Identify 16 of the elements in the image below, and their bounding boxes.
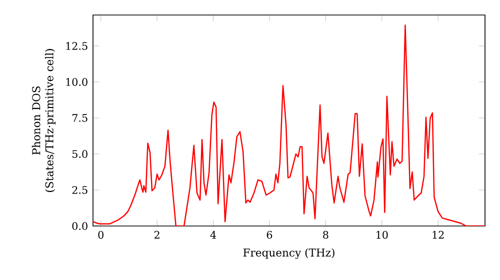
x-tick-label: 10	[376, 230, 388, 239]
y-tick-label: 2.5	[72, 186, 88, 194]
line-series	[93, 24, 486, 226]
x-tick-label: 0	[98, 230, 104, 239]
x-tick-label: 2	[154, 230, 160, 239]
y-tick-label: 7.5	[72, 114, 88, 122]
y-tick-label: 12.5	[66, 42, 88, 50]
y-tick-label: 10.0	[66, 78, 88, 86]
y-tick-label: 5.0	[72, 150, 88, 158]
x-tick-label: 6	[266, 230, 272, 239]
y-axis-title: Phonon DOS (States/THz·primitive cell)	[32, 49, 56, 192]
x-axis-title: Frequency (THz)	[243, 248, 334, 259]
x-tick-label: 8	[323, 230, 328, 239]
x-tick-label: 4	[210, 230, 216, 239]
y-tick-label: 0.0	[72, 222, 88, 230]
x-tick-label: 12	[432, 230, 444, 239]
